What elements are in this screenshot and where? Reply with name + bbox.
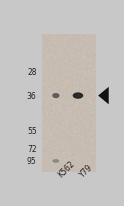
- Text: Y79: Y79: [78, 162, 94, 179]
- Text: 36: 36: [27, 92, 37, 101]
- Ellipse shape: [54, 160, 58, 162]
- Text: 28: 28: [27, 68, 37, 77]
- Text: K562: K562: [56, 159, 76, 179]
- Ellipse shape: [54, 95, 58, 97]
- Ellipse shape: [75, 95, 81, 97]
- Text: 95: 95: [27, 157, 37, 166]
- Ellipse shape: [73, 93, 83, 99]
- Polygon shape: [98, 87, 109, 105]
- Text: 55: 55: [27, 126, 37, 136]
- Ellipse shape: [52, 94, 60, 99]
- Text: 72: 72: [27, 144, 37, 153]
- Ellipse shape: [52, 159, 59, 163]
